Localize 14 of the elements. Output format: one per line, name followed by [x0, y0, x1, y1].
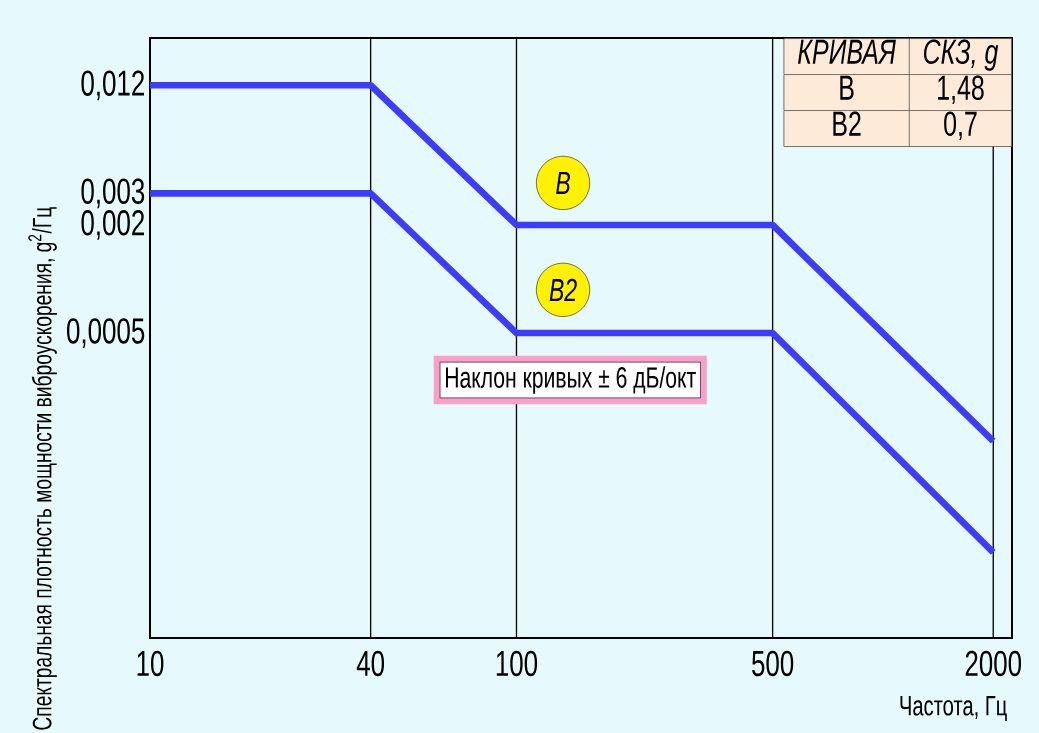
series-label: B	[556, 171, 570, 194]
x-axis-title: Частота, Гц	[900, 696, 1007, 721]
y-tick-label: 0,002	[81, 210, 144, 240]
x-tick-label: 100	[496, 650, 538, 677]
x-tick-label: 500	[752, 650, 794, 677]
series-label: B2	[549, 278, 577, 302]
y-axis-title: Спектральная плотность мощности виброускорения, g$^{2}$/Гц	[28, 207, 57, 730]
y-tick-label: 0,003	[81, 178, 145, 209]
x-tick-label: 10	[137, 650, 164, 677]
x-tick-label: 2000	[965, 650, 1022, 677]
y-tick-label: 0,012	[81, 70, 144, 101]
x-tick-label: 40	[356, 650, 385, 677]
annotation: Наклон кривых ± 6 дБ/окт	[446, 366, 696, 394]
y-tick-label: 0,0005	[67, 318, 145, 348]
